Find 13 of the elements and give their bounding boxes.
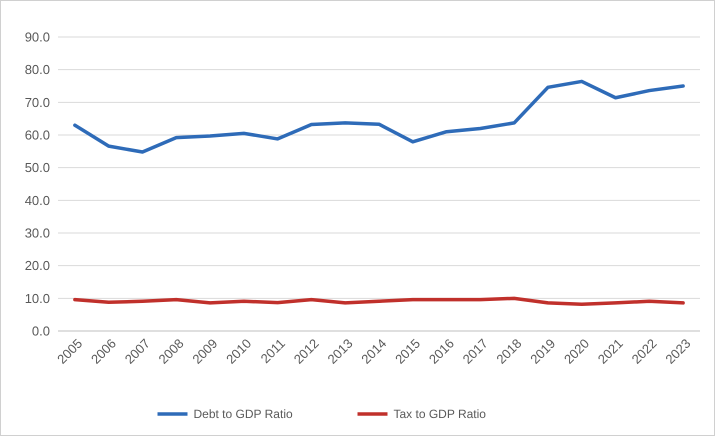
y-tick-label: 20.0: [24, 258, 50, 274]
y-tick-label: 30.0: [24, 226, 50, 241]
y-tick-label: 10.0: [24, 290, 50, 306]
y-tick-label: 0.0: [32, 324, 50, 339]
legend-label: Debt to GDP Ratio: [194, 407, 293, 422]
y-tick-label: 40.0: [24, 192, 50, 208]
y-tick-label: 90.0: [24, 30, 50, 45]
y-tick-label: 80.0: [24, 62, 50, 78]
y-tick-label: 50.0: [24, 160, 50, 176]
y-tick-label: 60.0: [24, 128, 50, 143]
legend-label: Tax to GDP Ratio: [394, 407, 486, 422]
y-tick-label: 70.0: [24, 94, 50, 110]
line-series: [73, 80, 685, 154]
